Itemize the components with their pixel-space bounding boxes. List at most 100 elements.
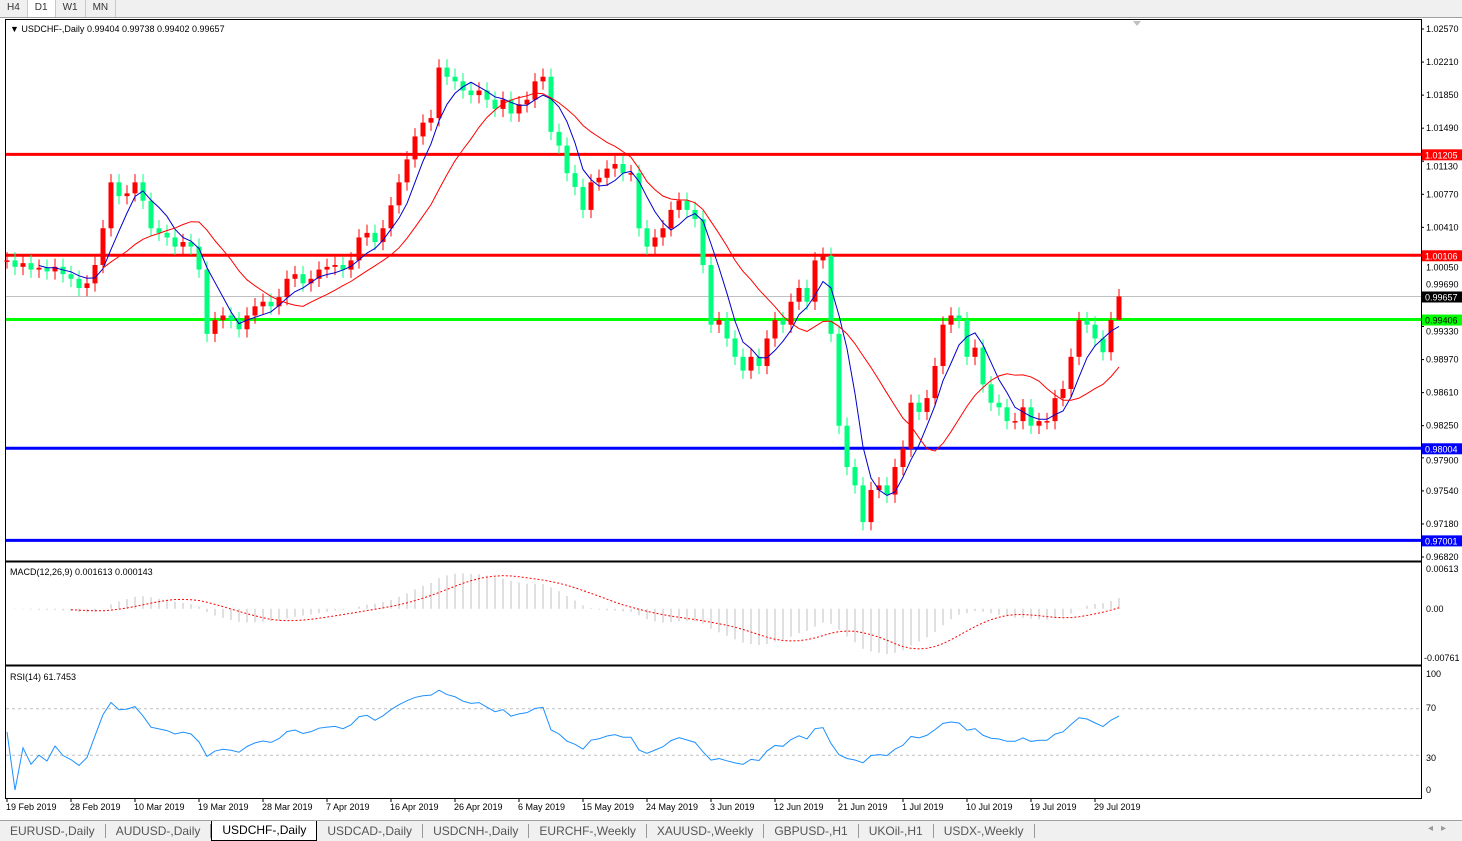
- candle-bullish: [292, 274, 298, 279]
- chart-tab[interactable]: GBPUSD-,H1: [764, 824, 859, 838]
- scroll-right-icon[interactable]: ▸: [1440, 823, 1454, 834]
- timeframe-w1[interactable]: W1: [56, 0, 86, 17]
- candle-bearish: [780, 320, 786, 325]
- symbol-name: USDCHF-,Daily: [21, 24, 85, 34]
- candle-bearish: [116, 182, 122, 197]
- candle-bullish: [772, 320, 778, 339]
- candle-bullish: [356, 237, 362, 261]
- scroll-left-icon[interactable]: ◂: [1427, 823, 1441, 834]
- candle-bullish: [660, 228, 666, 238]
- price-tick-label: 0.99330: [1426, 327, 1459, 337]
- level-price-label: 0.97001: [1425, 536, 1458, 546]
- timeframe-mn[interactable]: MN: [86, 0, 117, 17]
- candle-bearish: [988, 384, 994, 403]
- candle-bullish: [260, 301, 266, 307]
- candle-bullish: [1044, 421, 1050, 423]
- candle-bullish: [348, 260, 354, 270]
- candle-bullish: [1116, 296, 1122, 320]
- candle-bearish: [468, 90, 474, 96]
- candle-bearish: [12, 260, 18, 267]
- candle-bearish: [44, 267, 50, 272]
- chart-tab[interactable]: XAUUSD-,Weekly: [647, 824, 765, 838]
- candle-bullish: [532, 81, 538, 100]
- ohlc-values: 0.99404 0.99738 0.99402 0.99657: [87, 24, 225, 34]
- chart-tab[interactable]: EURUSD-,Daily: [0, 824, 106, 838]
- price-tick-label: 0.98610: [1426, 388, 1459, 398]
- price-tick-label: 1.01130: [1426, 161, 1458, 171]
- candle-bullish: [676, 200, 682, 210]
- rsi-line: [6, 689, 1120, 791]
- candle-bullish: [84, 283, 90, 288]
- chart-tabs: EURUSD-,Daily AUDUSD-,Daily USDCHF-,Daily U…: [0, 820, 1462, 841]
- collapse-triangle-icon[interactable]: ▼: [10, 24, 21, 34]
- date-tick-label: 1 Jul 2019: [902, 802, 944, 812]
- candle-bullish: [500, 99, 506, 109]
- price-tick-label: 1.02210: [1426, 57, 1459, 67]
- candle-bearish: [60, 266, 66, 275]
- chart-tab[interactable]: EURCHF-,Weekly: [529, 824, 647, 838]
- candle-bearish: [164, 232, 170, 238]
- candle-bearish: [508, 99, 514, 114]
- candle-bearish: [860, 485, 866, 523]
- candle-bearish: [572, 173, 578, 187]
- rsi-label: RSI(14) 61.7453: [10, 672, 76, 682]
- chart-tab[interactable]: USDCAD-,Daily: [317, 824, 424, 838]
- price-tick-label: 0.98250: [1426, 421, 1459, 431]
- rsi-axis-100: 100: [1426, 669, 1441, 679]
- chart-shift-marker[interactable]: [1133, 21, 1141, 26]
- candle-bullish: [220, 315, 226, 321]
- candle-bearish: [76, 278, 82, 288]
- candle-bearish: [268, 301, 274, 307]
- candle-bearish: [804, 287, 810, 302]
- candle-bullish: [652, 237, 658, 247]
- moving-average-slow: [102, 92, 1120, 452]
- level-price-label: 0.99406: [1425, 316, 1458, 326]
- candle-bearish: [916, 402, 922, 412]
- candle-bullish: [1076, 320, 1082, 357]
- candle-bullish: [820, 255, 826, 261]
- timeframe-h4[interactable]: H4: [0, 0, 28, 17]
- candle-bearish: [1100, 338, 1106, 353]
- candle-bullish: [1012, 421, 1018, 423]
- candle-bullish: [932, 366, 938, 399]
- chart-tab[interactable]: AUDUSD-,Daily: [106, 824, 212, 838]
- date-tick-label: 3 Jun 2019: [710, 802, 755, 812]
- date-tick-label: 12 Jun 2019: [774, 802, 824, 812]
- candle-bullish: [476, 90, 482, 96]
- tab-scroll-arrows[interactable]: ◂▸: [1428, 823, 1454, 834]
- candle-bearish: [620, 163, 626, 174]
- candle-bullish: [588, 182, 594, 210]
- price-chart[interactable]: 1.02570 1.02210 1.01850 1.01490 1.01130 1.007…: [0, 0, 1462, 820]
- price-tick-label: 1.00050: [1426, 262, 1459, 272]
- candle-bullish: [276, 297, 282, 307]
- rsi-axis-30: 30: [1426, 753, 1436, 763]
- candle-bearish: [700, 219, 706, 265]
- symbol-label: ▼ USDCHF-,Daily 0.99404 0.99738 0.99402 …: [10, 24, 225, 34]
- candle-bullish: [436, 67, 442, 119]
- price-tick-label: 0.97900: [1426, 455, 1459, 465]
- rsi-axis-70: 70: [1426, 703, 1436, 713]
- macd-signal-line: [70, 575, 1120, 650]
- timeframe-d1[interactable]: D1: [27, 0, 56, 17]
- candle-bearish: [836, 333, 842, 426]
- candle-bullish: [404, 159, 410, 183]
- chart-tab[interactable]: USDCHF-,Daily: [211, 820, 318, 841]
- candle-bullish: [396, 182, 402, 206]
- level-price-badge: [1422, 535, 1462, 547]
- candle-bullish: [1108, 320, 1114, 353]
- candle-bearish: [740, 356, 746, 371]
- level-price-label: 1.01205: [1425, 150, 1458, 160]
- price-tick-label: 1.02570: [1426, 24, 1459, 34]
- candle-bearish: [228, 315, 234, 321]
- candle-bearish: [452, 76, 458, 82]
- chart-tab[interactable]: UKOil-,H1: [859, 824, 934, 838]
- candle-bullish: [100, 228, 106, 265]
- candle-bearish: [636, 173, 642, 229]
- candle-bearish: [708, 264, 714, 325]
- chart-tab[interactable]: USDX-,Weekly: [934, 824, 1035, 838]
- chart-tab[interactable]: USDCNH-,Daily: [423, 824, 530, 838]
- candle-bullish: [316, 269, 322, 279]
- candle-bullish: [868, 489, 874, 523]
- candle-bullish: [604, 168, 610, 178]
- candle-bullish: [4, 260, 10, 262]
